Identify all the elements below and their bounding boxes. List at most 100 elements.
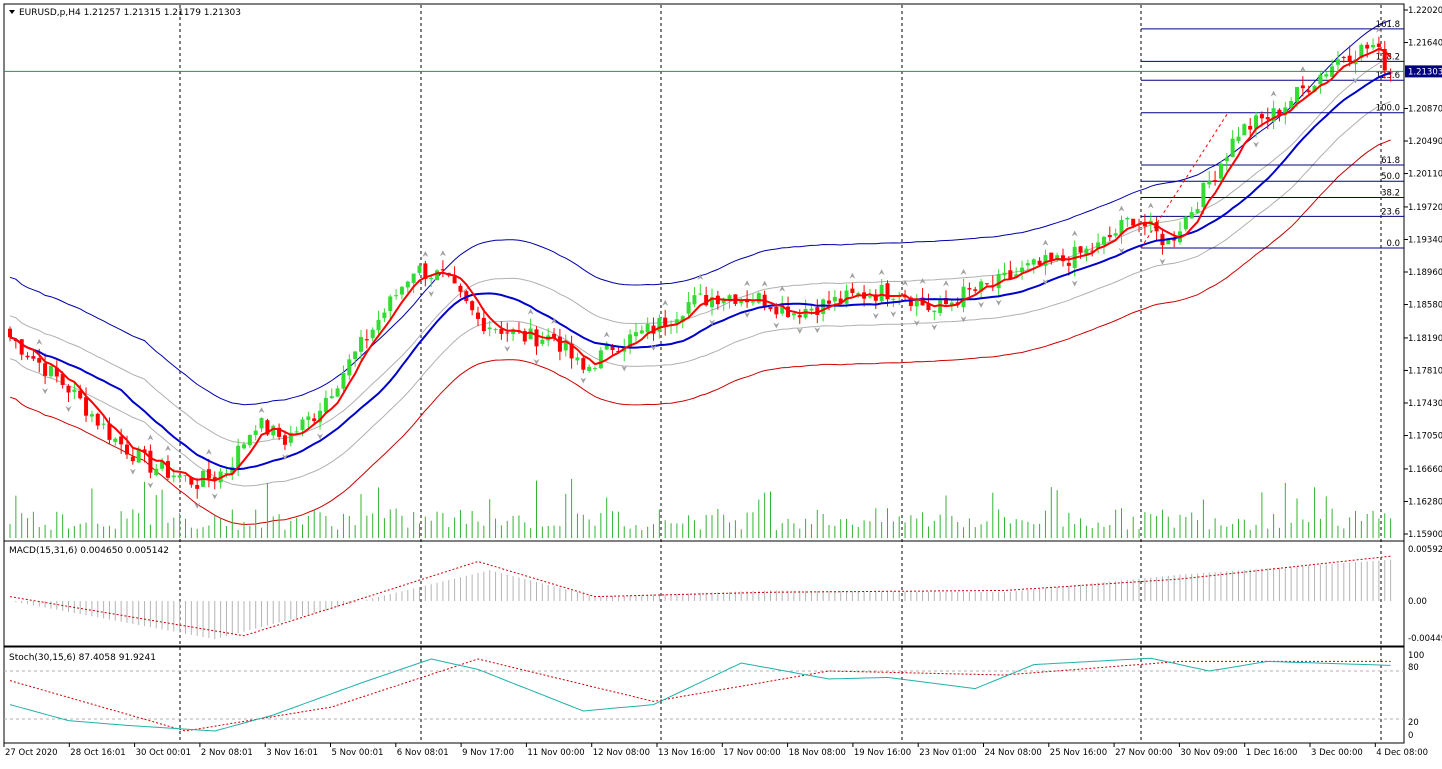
fibo-level-label: 38.2 (1381, 189, 1400, 199)
candle-body (353, 351, 358, 360)
fractal-up-arrow (164, 445, 171, 452)
candle-body (827, 300, 831, 304)
candle-body (31, 356, 36, 359)
candle-body (511, 329, 516, 335)
candle-body (786, 306, 791, 318)
fibo-level-label: 161.8 (1376, 20, 1400, 30)
candle-body (1096, 242, 1101, 250)
envelope-bands (9, 19, 1391, 526)
candle-body (528, 328, 533, 340)
candle-body (359, 337, 363, 352)
time-tick-label: 25 Nov 16:00 (1050, 748, 1107, 758)
candle-body (1061, 255, 1065, 262)
candle-body (154, 468, 159, 475)
price-tick-label: 1.20870 (1408, 104, 1442, 114)
candle-body (1312, 85, 1317, 92)
candle-body (399, 286, 404, 295)
fibo-level-label: 100.0 (1376, 104, 1400, 114)
candle-body (1218, 163, 1223, 179)
time-tick-label: 30 Nov 09:00 (1180, 748, 1237, 758)
candle-body (259, 418, 264, 429)
candle-body (791, 313, 796, 316)
candle-body (487, 327, 492, 330)
fractal-up-arrow (662, 299, 669, 306)
candle-body (704, 294, 709, 306)
candle-body (95, 413, 100, 426)
chevron-down-icon[interactable] (9, 10, 15, 14)
price-tick-label: 1.21640 (1408, 39, 1442, 49)
candle-body (183, 475, 188, 477)
candle-body (1318, 74, 1323, 85)
envelope-inner-upper-line (9, 58, 1391, 444)
candle-body (774, 306, 779, 315)
candle-body (838, 298, 843, 304)
candle-body (885, 283, 890, 300)
fractal-down-arrow (1071, 280, 1078, 287)
symbol-title: EURUSD,p,H4 1.21257 1.21315 1.21179 1.21… (19, 8, 241, 18)
fractal-down-arrow (129, 468, 136, 475)
candle-body (1172, 239, 1177, 241)
price-tick-label: 1.19720 (1408, 203, 1442, 213)
candle-body (534, 329, 539, 347)
candle-body (873, 294, 878, 301)
candle-body (557, 336, 562, 352)
fractal-up-arrow (258, 407, 265, 414)
candle-body (429, 278, 434, 280)
fractal-up-arrow (943, 280, 949, 287)
price-tick-label: 1.19340 (1408, 235, 1442, 245)
time-tick-label: 13 Nov 16:00 (658, 748, 715, 758)
candle-body (891, 298, 896, 300)
candle-body (663, 317, 668, 327)
candle-body (575, 357, 580, 361)
candle-body (1020, 267, 1025, 273)
candle-body (552, 333, 557, 339)
fractal-up-arrow (205, 448, 212, 455)
time-tick-label: 5 Nov 00:01 (332, 748, 384, 758)
candle-body (645, 323, 650, 333)
candle-body (107, 423, 112, 440)
fractal-down-arrow (147, 482, 154, 489)
candle-body (1277, 109, 1282, 116)
candle-body (458, 285, 463, 292)
fractal-down-arrow (42, 388, 49, 395)
candle-body (598, 350, 603, 369)
candle-body (610, 345, 615, 351)
candle-body (417, 265, 422, 273)
candle-body (312, 418, 317, 421)
candle-body (1195, 209, 1200, 213)
price-tick-label: 1.20490 (1408, 137, 1442, 147)
fractal-down-arrow (1118, 247, 1125, 254)
candle-body (294, 431, 299, 433)
fractal-down-arrow (931, 324, 938, 331)
candle-body (651, 325, 656, 334)
fibo-level-label: 123.6 (1376, 71, 1400, 81)
candle-body (288, 432, 293, 443)
candle-body (253, 430, 258, 435)
price-tick-label: 1.20110 (1408, 170, 1442, 180)
fractal-down-arrow (533, 358, 540, 365)
candle-body (435, 270, 440, 281)
candle-body (347, 359, 352, 376)
candle-body (1084, 248, 1089, 255)
fibo-level-label: 0.0 (1386, 239, 1400, 249)
candle-body (499, 329, 504, 334)
candle-body (984, 283, 989, 285)
candle-body (639, 330, 644, 334)
candle-body (1113, 233, 1118, 236)
time-tick-label: 23 Nov 01:00 (919, 748, 976, 758)
time-tick-label: 30 Oct 00:01 (136, 748, 191, 758)
candle-body (727, 295, 732, 301)
candle-body (37, 358, 42, 363)
candle-body (329, 396, 334, 399)
time-tick-label: 19 Nov 16:00 (854, 748, 911, 758)
candle-body (382, 312, 387, 319)
candle-body (850, 288, 855, 294)
last-price-label: 1.21303 (1408, 67, 1442, 77)
fractal-down-arrow (621, 365, 628, 372)
fractal-up-arrow (919, 278, 926, 285)
candle-body (423, 263, 428, 279)
fractal-down-arrow (814, 327, 821, 334)
macd-indicator (9, 555, 1392, 640)
